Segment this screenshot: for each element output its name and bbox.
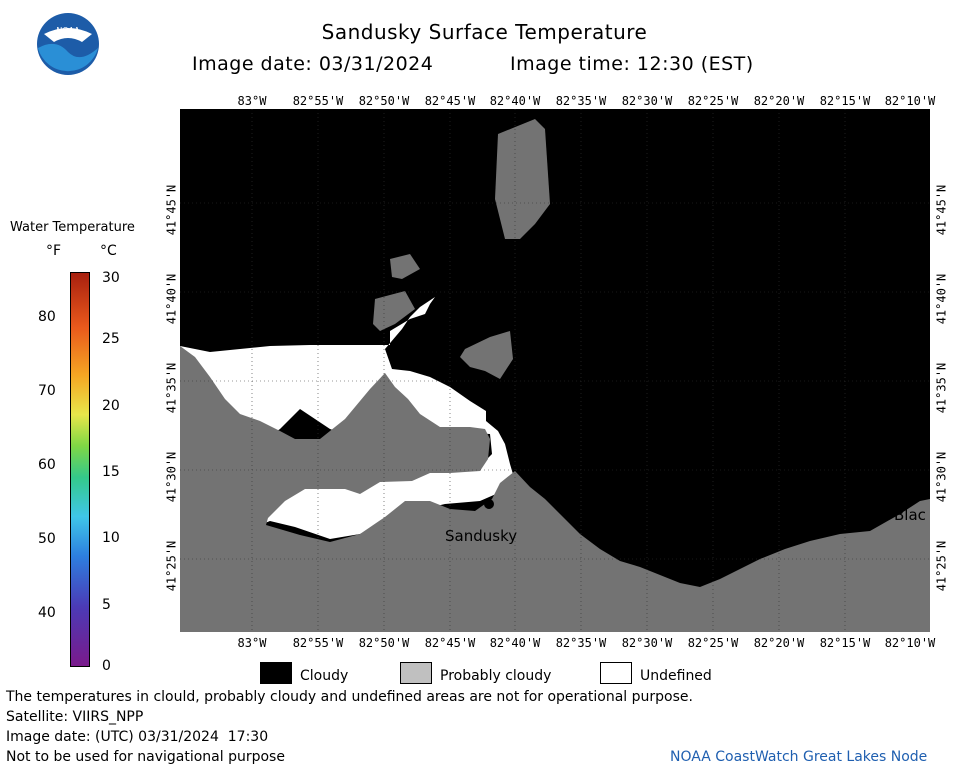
- cloud-patch: [390, 254, 420, 279]
- lon-label: 82°20'W: [753, 636, 805, 650]
- lon-label: 82°45'W: [424, 94, 476, 108]
- noaa-logo-text: NOAA: [56, 26, 80, 35]
- city-marker-sandusky: [484, 499, 494, 509]
- land-area: [180, 346, 930, 632]
- lon-label: 83°W: [237, 94, 267, 108]
- lon-label: 82°15'W: [819, 636, 871, 650]
- navigation-warning: Not to be used for navigational purpose: [6, 749, 285, 765]
- lat-label: 41°25'N: [164, 540, 179, 592]
- colorbar-title: Water Temperature: [10, 220, 135, 235]
- unit-fahrenheit: °F: [46, 243, 62, 259]
- city-marker-blac: [891, 489, 901, 499]
- city-label-sandusky: Sandusky: [445, 527, 517, 545]
- c-tick: 10: [102, 530, 120, 546]
- grid-lines: [180, 109, 930, 632]
- lon-label: 82°55'W: [292, 94, 344, 108]
- legend-swatch-undefined: [600, 662, 632, 684]
- c-tick: 5: [102, 597, 111, 613]
- lon-label: 82°25'W: [687, 636, 739, 650]
- lon-label: 82°50'W: [358, 94, 410, 108]
- c-tick: 0: [102, 658, 111, 674]
- lon-label: 82°15'W: [819, 94, 871, 108]
- utc-date-text: Image date: (UTC) 03/31/2024 17:30: [6, 729, 269, 745]
- lon-label: 82°55'W: [292, 636, 344, 650]
- lat-label: 41°30'N: [934, 451, 949, 503]
- f-tick: 80: [38, 309, 56, 325]
- lat-label: 41°35'N: [934, 362, 949, 414]
- lat-label: 41°25'N: [934, 540, 949, 592]
- lon-label: 82°45'W: [424, 636, 476, 650]
- lon-label: 82°30'W: [621, 636, 673, 650]
- legend-swatch-probably-cloudy: [400, 662, 432, 684]
- noaa-logo: NOAA: [37, 13, 99, 75]
- cloud-patch: [495, 119, 550, 239]
- lon-label: 83°W: [237, 636, 267, 650]
- lat-label: 41°40'N: [934, 273, 949, 325]
- image-date: Image date: 03/31/2024: [192, 53, 434, 75]
- cloud-patch: [373, 291, 415, 331]
- lon-label: 82°25'W: [687, 94, 739, 108]
- unit-celsius: °C: [100, 243, 117, 259]
- c-tick: 20: [102, 398, 120, 414]
- legend-label-cloudy: Cloudy: [300, 668, 349, 684]
- lat-label: 41°30'N: [164, 451, 179, 503]
- lon-label: 82°10'W: [884, 636, 936, 650]
- lat-label: 41°35'N: [164, 362, 179, 414]
- lon-label: 82°20'W: [753, 94, 805, 108]
- lat-label: 41°45'N: [934, 184, 949, 236]
- lon-label: 82°50'W: [358, 636, 410, 650]
- lon-label: 82°10'W: [884, 94, 936, 108]
- f-tick: 50: [38, 531, 56, 547]
- map-title: Sandusky Surface Temperature: [321, 20, 648, 44]
- credit-text: NOAA CoastWatch Great Lakes Node: [670, 749, 928, 765]
- map-area: Sandusky Blac: [180, 109, 930, 632]
- c-tick: 25: [102, 331, 120, 347]
- disclaimer-text: The temperatures in clould, probably clo…: [6, 689, 693, 705]
- f-tick: 60: [38, 457, 56, 473]
- c-tick: 15: [102, 464, 120, 480]
- lon-label: 82°35'W: [555, 636, 607, 650]
- legend-label-undefined: Undefined: [640, 668, 712, 684]
- lon-label: 82°40'W: [489, 636, 541, 650]
- lon-label: 82°40'W: [489, 94, 541, 108]
- lon-label: 82°35'W: [555, 94, 607, 108]
- lat-label: 41°40'N: [164, 273, 179, 325]
- city-label-blac: Blac: [894, 506, 926, 524]
- satellite-text: Satellite: VIIRS_NPP: [6, 709, 144, 725]
- f-tick: 70: [38, 383, 56, 399]
- lat-label: 41°45'N: [164, 184, 179, 236]
- image-time: Image time: 12:30 (EST): [510, 53, 754, 75]
- cloud-patch: [460, 331, 513, 379]
- legend-swatch-cloudy: [260, 662, 292, 684]
- c-tick: 30: [102, 270, 120, 286]
- lon-label: 82°30'W: [621, 94, 673, 108]
- f-tick: 40: [38, 605, 56, 621]
- legend-label-probably-cloudy: Probably cloudy: [440, 668, 552, 684]
- colorbar: [70, 272, 90, 667]
